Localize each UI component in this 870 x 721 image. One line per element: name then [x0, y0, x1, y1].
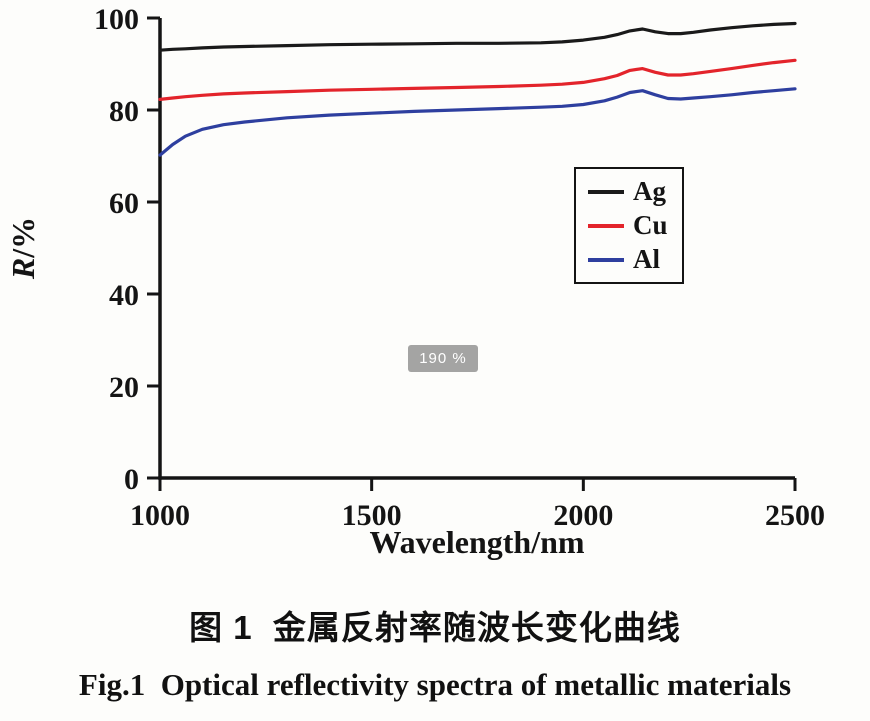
- y-tick-label: 20: [109, 371, 139, 404]
- y-axis-title: R/%: [5, 217, 41, 280]
- reflectivity-chart: 0 20 40 60 80 100 1000 1500 2000 2500 Wavelength/…: [5, 3, 825, 560]
- legend-label-ag: Ag: [633, 176, 666, 206]
- plot-layer: 0 20 40 60 80 100 1000 1500 2000 2500: [94, 3, 825, 532]
- y-tick-label: 80: [109, 95, 139, 128]
- legend-label-al: Al: [633, 244, 660, 274]
- x-tick-label: 2500: [765, 499, 825, 532]
- y-tick-label: 0: [124, 463, 139, 496]
- legend-entry-ag: Ag: [588, 178, 668, 205]
- zoom-indicator-badge: 190 %: [408, 345, 478, 372]
- figure-caption-english: Fig.1 Optical reflectivity spectra of me…: [78, 667, 792, 702]
- legend-line-al: [588, 257, 624, 262]
- legend-line-cu: [588, 223, 624, 228]
- legend-entry-cu: Cu: [588, 212, 668, 239]
- y-tick-label: 60: [109, 187, 139, 220]
- y-tick-label: 40: [109, 279, 139, 312]
- x-axis-title: Wavelength/nm: [369, 524, 584, 560]
- x-tick-label: 2000: [553, 499, 613, 532]
- legend-line-ag: [588, 189, 624, 194]
- y-tick-label: 100: [94, 3, 139, 36]
- legend-entry-al: Al: [588, 246, 668, 273]
- chart-legend: Ag Cu Al: [574, 167, 684, 284]
- series-line-ag: [158, 21, 797, 52]
- figure-caption-chinese: 图 1 金属反射率随波长变化曲线: [189, 609, 681, 646]
- series-line-al: [158, 87, 797, 157]
- x-tick-label: 1000: [130, 499, 190, 532]
- x-tick-label: 1500: [342, 499, 402, 532]
- series-line-cu: [158, 58, 797, 102]
- legend-label-cu: Cu: [633, 210, 668, 240]
